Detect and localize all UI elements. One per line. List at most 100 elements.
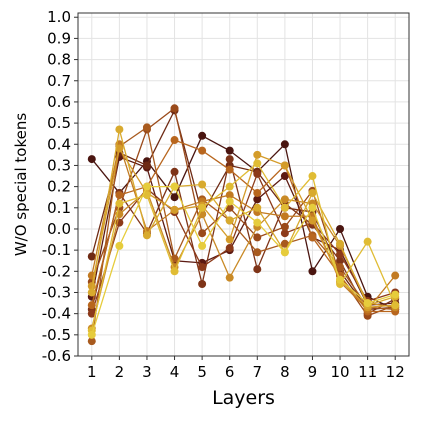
data-point: [142, 123, 151, 132]
data-point: [280, 203, 289, 212]
data-point: [280, 229, 289, 238]
data-point: [391, 290, 400, 299]
y-tick-label: 0.1: [47, 199, 71, 217]
data-point: [225, 191, 234, 200]
x-tick-label: 5: [197, 363, 207, 381]
data-point: [115, 144, 124, 153]
y-tick-label: 0.0: [47, 220, 71, 238]
y-tick-label: 0.6: [47, 93, 71, 111]
y-tick-label: -0.4: [42, 305, 71, 323]
data-point: [115, 191, 124, 200]
y-tick-label: 0.2: [47, 178, 71, 196]
data-point: [87, 330, 96, 339]
series-7: [87, 123, 400, 346]
data-point: [280, 172, 289, 181]
data-point: [391, 271, 400, 280]
x-tick-label: 8: [280, 363, 290, 381]
data-point: [198, 280, 207, 289]
data-point: [336, 239, 345, 248]
x-tick-label: 2: [115, 363, 125, 381]
data-point: [170, 104, 179, 113]
data-point: [225, 197, 234, 206]
data-point: [391, 301, 400, 310]
data-point: [253, 150, 262, 159]
data-point: [87, 155, 96, 164]
data-point: [308, 267, 317, 276]
data-point: [253, 203, 262, 212]
data-point: [115, 199, 124, 208]
data-point: [308, 172, 317, 181]
data-point: [170, 193, 179, 202]
x-tick-label: 6: [225, 363, 235, 381]
x-axis-title: Layers: [212, 387, 275, 409]
data-point: [142, 161, 151, 170]
data-point: [87, 309, 96, 318]
data-point: [253, 169, 262, 178]
data-point: [308, 216, 317, 225]
series-12: [87, 125, 400, 310]
data-point: [363, 299, 372, 308]
data-point: [87, 301, 96, 310]
data-point: [115, 125, 124, 134]
series-line: [91, 162, 396, 331]
x-tick-label: 4: [170, 363, 180, 381]
data-point: [336, 263, 345, 272]
data-point: [142, 231, 151, 240]
data-point: [198, 263, 207, 272]
y-tick-label: -0.2: [42, 262, 71, 280]
data-point: [170, 182, 179, 191]
x-tick-label: 10: [330, 363, 349, 381]
data-point: [253, 195, 262, 204]
series-line: [91, 185, 396, 336]
data-point: [142, 182, 151, 191]
data-point: [198, 131, 207, 140]
plot-frame: [77, 12, 410, 357]
series-line: [91, 129, 396, 306]
y-tick-label: -0.3: [42, 283, 71, 301]
data-point: [363, 237, 372, 246]
data-point: [280, 248, 289, 257]
data-point: [253, 233, 262, 242]
data-point: [87, 337, 96, 346]
y-tick-label: 0.7: [47, 72, 71, 90]
data-point: [280, 140, 289, 149]
data-point: [253, 265, 262, 274]
data-point: [280, 239, 289, 248]
series-group: [87, 104, 400, 346]
data-point: [308, 233, 317, 242]
data-point: [225, 165, 234, 174]
data-point: [87, 252, 96, 261]
data-point: [87, 288, 96, 297]
data-point: [336, 250, 345, 259]
series-line: [91, 156, 396, 306]
y-tick-label: 0.8: [47, 51, 71, 69]
y-tick-label: 0.3: [47, 156, 71, 174]
x-tick-label: 11: [358, 363, 377, 381]
data-point: [336, 275, 345, 284]
data-point: [198, 241, 207, 250]
x-tick-label: 12: [386, 363, 405, 381]
data-point: [225, 155, 234, 164]
data-point: [225, 235, 234, 244]
y-tick-label: 0.5: [47, 114, 71, 132]
x-tick-label: 7: [253, 363, 263, 381]
data-point: [280, 222, 289, 231]
series-14: [87, 182, 400, 339]
x-tick-label: 3: [142, 363, 152, 381]
axis-ticks: 1.0 0.9 0.8 0.7 0.6 0.5 0.4 0.3 0.2 0.1 0.0 -0.1 -0.…: [42, 8, 405, 381]
data-point: [198, 203, 207, 212]
y-axis-title: W/O special tokens: [12, 113, 30, 257]
data-point: [198, 146, 207, 155]
data-point: [225, 182, 234, 191]
y-tick-label: 1.0: [47, 8, 71, 26]
data-point: [225, 273, 234, 282]
data-point: [170, 267, 179, 276]
data-point: [198, 229, 207, 238]
data-point: [142, 191, 151, 200]
y-tick-label: 0.4: [47, 135, 71, 153]
x-tick-label: 1: [87, 363, 97, 381]
data-point: [308, 188, 317, 197]
series-line: [91, 126, 396, 342]
